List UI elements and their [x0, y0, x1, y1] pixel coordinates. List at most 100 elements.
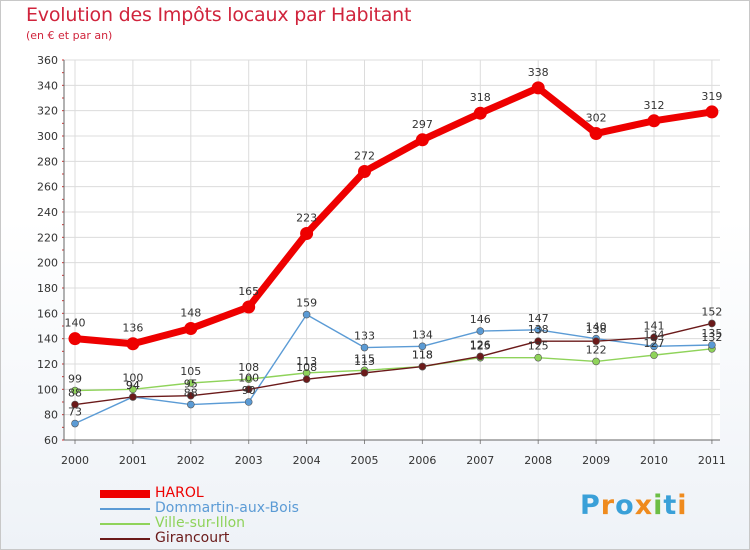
- legend-label: Dommartin-aux-Bois: [155, 500, 299, 516]
- data-point-ville-sur-illon: [244, 375, 253, 384]
- data-label-girancourt: 95: [184, 378, 198, 391]
- data-point-ville-sur-illon: [129, 385, 137, 394]
- y-tick-label: 180: [37, 282, 58, 295]
- data-point-ville-sur-illon: [534, 353, 543, 362]
- data-label-dommartin-aux-bois: 140: [586, 321, 607, 334]
- chart-title: Evolution des Impôts locaux par Habitant: [26, 4, 412, 26]
- x-tick-label: 2005: [351, 454, 379, 467]
- data-label-harol: 140: [65, 317, 86, 330]
- y-tick-label: 60: [44, 434, 58, 447]
- data-point-dommartin-aux-bois: [71, 419, 79, 428]
- data-label-girancourt: 108: [296, 361, 317, 374]
- data-label-harol: 297: [412, 118, 433, 131]
- data-label-harol: 223: [296, 212, 317, 225]
- data-point-girancourt: [187, 391, 195, 400]
- data-point-harol: [415, 133, 429, 147]
- data-point-girancourt: [476, 352, 485, 361]
- logo-letter: x: [634, 490, 654, 521]
- x-tick-label: 2006: [408, 454, 436, 467]
- data-point-harol: [589, 126, 603, 140]
- data-label-harol: 165: [238, 285, 259, 298]
- data-label-ville-sur-illon: 125: [528, 340, 549, 353]
- y-tick-label: 200: [37, 257, 58, 270]
- y-tick-label: 80: [44, 409, 58, 422]
- data-label-girancourt: 113: [354, 355, 375, 368]
- data-point-dommartin-aux-bois: [708, 341, 716, 349]
- data-label-harol: 302: [586, 111, 607, 124]
- series-line-ville-sur-illon: [74, 348, 713, 392]
- legend-swatch: [100, 508, 150, 510]
- data-point-dommartin-aux-bois: [650, 342, 658, 351]
- y-tick-label: 280: [37, 155, 58, 168]
- data-point-dommartin-aux-bois: [360, 343, 369, 352]
- data-point-girancourt: [650, 333, 658, 342]
- data-point-dommartin-aux-bois: [534, 325, 543, 334]
- legend-swatch: [100, 523, 150, 525]
- y-tick-label: 240: [37, 206, 58, 219]
- data-label-ville-sur-illon: 118: [412, 349, 433, 362]
- data-point-dommartin-aux-bois: [302, 310, 311, 319]
- x-tick-label: 2003: [235, 454, 263, 467]
- data-label-ville-sur-illon: 99: [68, 373, 82, 386]
- x-tick-label: 2007: [466, 454, 494, 467]
- data-label-dommartin-aux-bois: 90: [242, 384, 256, 397]
- data-point-harol: [300, 227, 314, 241]
- data-label-girancourt: 118: [412, 349, 433, 362]
- data-point-harol: [184, 322, 198, 336]
- data-label-dommartin-aux-bois: 146: [470, 313, 491, 326]
- chart-subtitle: (en € et par an): [26, 29, 113, 42]
- data-label-ville-sur-illon: 127: [644, 337, 665, 350]
- data-label-girancourt: 88: [68, 387, 82, 400]
- data-label-girancourt: 126: [470, 338, 491, 351]
- data-label-ville-sur-illon: 105: [180, 365, 201, 378]
- series-line-harol: [71, 84, 716, 348]
- data-label-dommartin-aux-bois: 73: [68, 406, 82, 419]
- data-label-ville-sur-illon: 100: [122, 371, 143, 384]
- legend-swatch: [100, 538, 150, 540]
- data-point-harol: [242, 300, 256, 314]
- data-point-dommartin-aux-bois: [476, 327, 485, 335]
- legend-label: Girancourt: [155, 530, 230, 546]
- logo-letter: i: [677, 490, 688, 521]
- y-tick-label: 340: [37, 79, 58, 92]
- y-tick-label: 100: [37, 383, 58, 396]
- data-label-harol: 312: [644, 99, 665, 112]
- data-point-ville-sur-illon: [71, 386, 79, 395]
- x-tick-label: 2009: [582, 454, 610, 467]
- data-label-harol: 338: [528, 66, 549, 79]
- data-point-girancourt: [534, 337, 543, 346]
- data-label-ville-sur-illon: 125: [470, 340, 491, 353]
- data-label-harol: 136: [122, 322, 143, 335]
- x-tick-label: 2011: [698, 454, 726, 467]
- plot-area: [64, 60, 720, 440]
- data-label-dommartin-aux-bois: 94: [126, 379, 140, 392]
- y-tick-label: 120: [37, 358, 58, 371]
- data-point-dommartin-aux-bois: [244, 398, 253, 406]
- y-tick-label: 220: [37, 231, 58, 244]
- y-tick-label: 260: [37, 181, 58, 194]
- data-label-dommartin-aux-bois: 133: [354, 330, 375, 343]
- x-tick-label: 2008: [524, 454, 552, 467]
- data-label-girancourt: 138: [528, 323, 549, 336]
- data-point-girancourt: [244, 385, 253, 394]
- legend-swatch: [100, 490, 150, 498]
- logo-letter: o: [615, 490, 635, 521]
- data-label-dommartin-aux-bois: 88: [184, 387, 198, 400]
- y-tick-label: 140: [37, 333, 58, 346]
- data-point-harol: [531, 81, 545, 95]
- data-point-dommartin-aux-bois: [187, 400, 195, 409]
- proxiti-logo: Proxiti: [580, 490, 688, 521]
- x-tick-label: 2001: [119, 454, 147, 467]
- legend-label: HAROL: [155, 485, 204, 501]
- data-label-dommartin-aux-bois: 147: [528, 312, 549, 325]
- data-point-girancourt: [302, 375, 311, 384]
- data-label-harol: 318: [470, 91, 491, 104]
- data-point-ville-sur-illon: [592, 357, 600, 366]
- y-tick-label: 320: [37, 105, 58, 118]
- data-point-harol: [68, 332, 82, 346]
- data-point-harol: [358, 164, 371, 178]
- y-tick-label: 360: [37, 54, 58, 67]
- logo-letter: r: [600, 490, 616, 521]
- data-label-girancourt: 152: [701, 305, 722, 318]
